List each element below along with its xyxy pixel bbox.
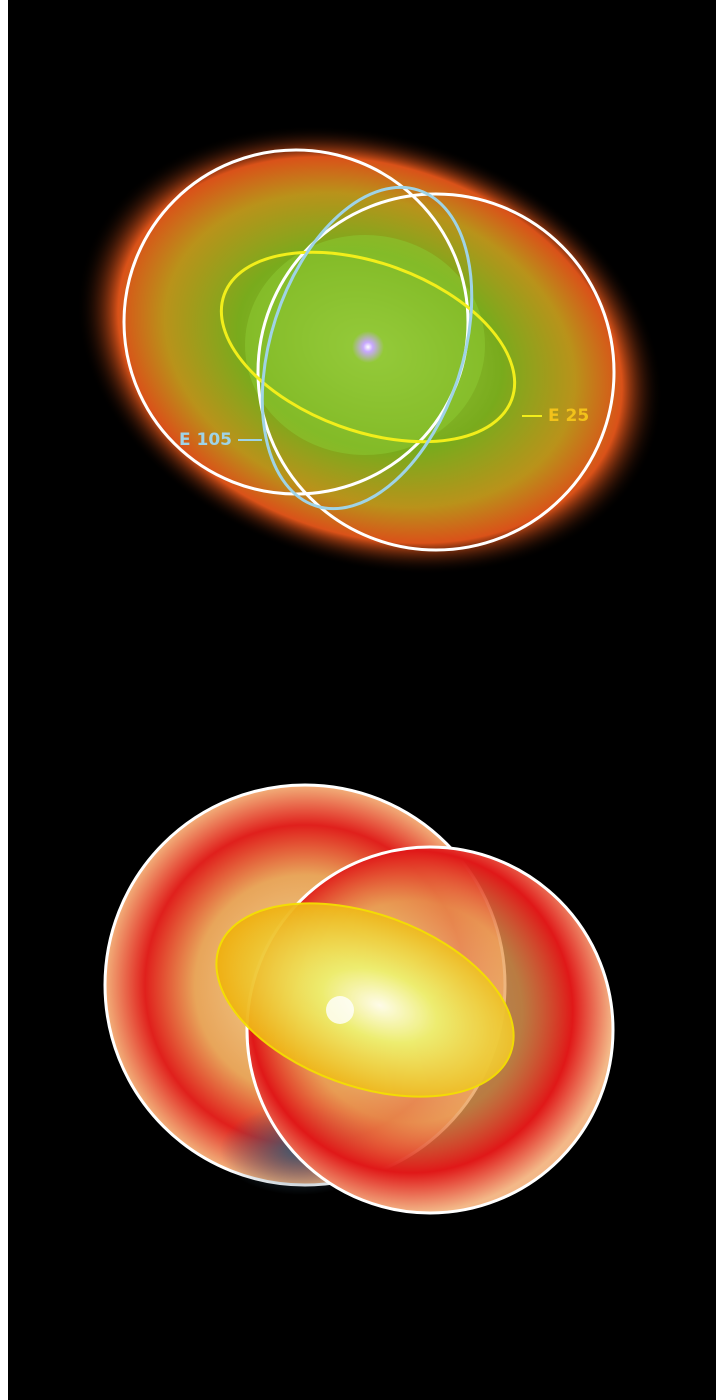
model-ellipsoid xyxy=(215,902,515,1098)
overlay-shapes xyxy=(122,148,616,552)
ellipse-e105 xyxy=(260,185,474,511)
nebula-photo xyxy=(77,125,663,575)
model-center xyxy=(326,996,354,1024)
model xyxy=(103,783,615,1215)
ellipse-e25 xyxy=(219,250,517,444)
label-e105: E 105 xyxy=(179,430,232,450)
shell-circle xyxy=(256,192,616,552)
central-star xyxy=(352,331,384,363)
label-e25: E 25 xyxy=(548,406,589,426)
